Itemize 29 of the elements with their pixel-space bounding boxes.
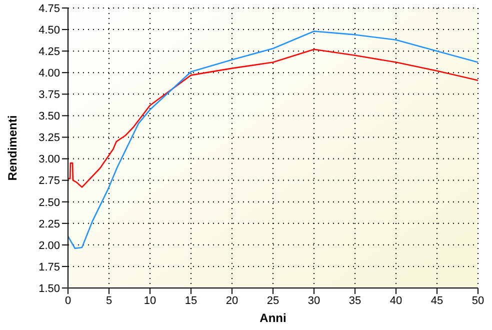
x-tick-label: 25 bbox=[266, 294, 280, 307]
x-tick-label: 45 bbox=[430, 294, 444, 307]
x-tick-label: 15 bbox=[184, 294, 198, 307]
x-tick-label: 35 bbox=[348, 294, 362, 307]
y-tick-label: 3.25 bbox=[38, 132, 60, 144]
y-tick-label: 4.50 bbox=[38, 24, 60, 36]
x-tick-label: 40 bbox=[390, 294, 402, 307]
x-tick-label: 50 bbox=[472, 294, 484, 307]
x-axis-title: Anni bbox=[260, 311, 286, 325]
y-tick-label: 1.75 bbox=[38, 261, 60, 274]
y-tick-label: 1.50 bbox=[38, 282, 60, 295]
y-tick-label: 2.75 bbox=[38, 175, 60, 188]
x-tick-label: 0 bbox=[64, 294, 72, 307]
x-tick-label: 20 bbox=[226, 294, 238, 307]
y-tick-label: 2.50 bbox=[38, 196, 60, 209]
line-series bbox=[68, 30, 478, 250]
y-tick-label: 4.75 bbox=[38, 2, 60, 15]
y-tick-label: 3.00 bbox=[38, 154, 60, 166]
y-axis-title: Rendimenti bbox=[5, 115, 20, 181]
x-tick-label: 10 bbox=[144, 294, 156, 307]
x-tick-label: 5 bbox=[106, 294, 112, 307]
y-tick-label: 4.00 bbox=[38, 68, 60, 80]
y-tick-label: 3.75 bbox=[38, 89, 60, 102]
y-tick-label: 2.00 bbox=[38, 240, 60, 252]
y-tick-label: 2.25 bbox=[38, 218, 60, 230]
y-tick-label: 3.50 bbox=[38, 110, 60, 123]
line-series bbox=[68, 48, 478, 188]
y-tick-label: 4.25 bbox=[38, 46, 60, 58]
x-tick-label: 30 bbox=[308, 294, 320, 307]
